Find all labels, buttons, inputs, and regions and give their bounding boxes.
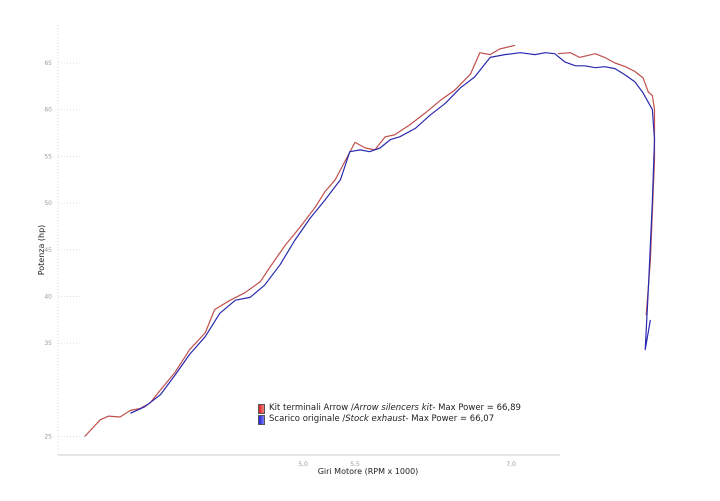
series-line-0	[557, 52, 656, 316]
legend-label: Scarico originale /	[269, 414, 346, 424]
y-tick-label: 40	[44, 294, 52, 301]
y-tick-label: 55	[44, 153, 52, 160]
series-line-1	[130, 52, 656, 414]
legend-label-italic: Stock exhaust	[345, 414, 406, 424]
legend-label: Kit terminali Arrow /	[269, 403, 354, 413]
y-tick-label: 65	[44, 60, 52, 67]
x-axis-label: Giri Motore (RPM x 1000)	[318, 467, 419, 476]
legend: Kit terminali Arrow / Arrow silencers ki…	[258, 403, 521, 425]
y-tick-label: 60	[44, 107, 52, 114]
y-axis-label: Potenza (hp)	[37, 225, 46, 276]
legend-label-italic: Arrow silencers kit	[353, 403, 433, 413]
legend-swatch-red	[258, 403, 265, 414]
x-tick-label: 7,0	[506, 461, 516, 468]
y-tick-label: 25	[44, 434, 52, 441]
x-tick-label: 5,0	[298, 461, 308, 468]
legend-max: - Max Power = 66,89	[432, 403, 521, 413]
legend-item-stock: Scarico originale / Stock exhaust - Max …	[258, 414, 521, 425]
legend-item-arrow: Kit terminali Arrow / Arrow silencers ki…	[258, 403, 521, 414]
x-tick-label: 5,5	[350, 461, 360, 468]
legend-max: - Max Power = 66,07	[405, 414, 495, 424]
y-tick-label: 35	[44, 340, 52, 347]
legend-swatch-blue	[258, 414, 265, 425]
y-tick-label: 50	[44, 200, 52, 207]
y-tick-label: 45	[44, 247, 52, 254]
series-line-0	[84, 44, 516, 438]
